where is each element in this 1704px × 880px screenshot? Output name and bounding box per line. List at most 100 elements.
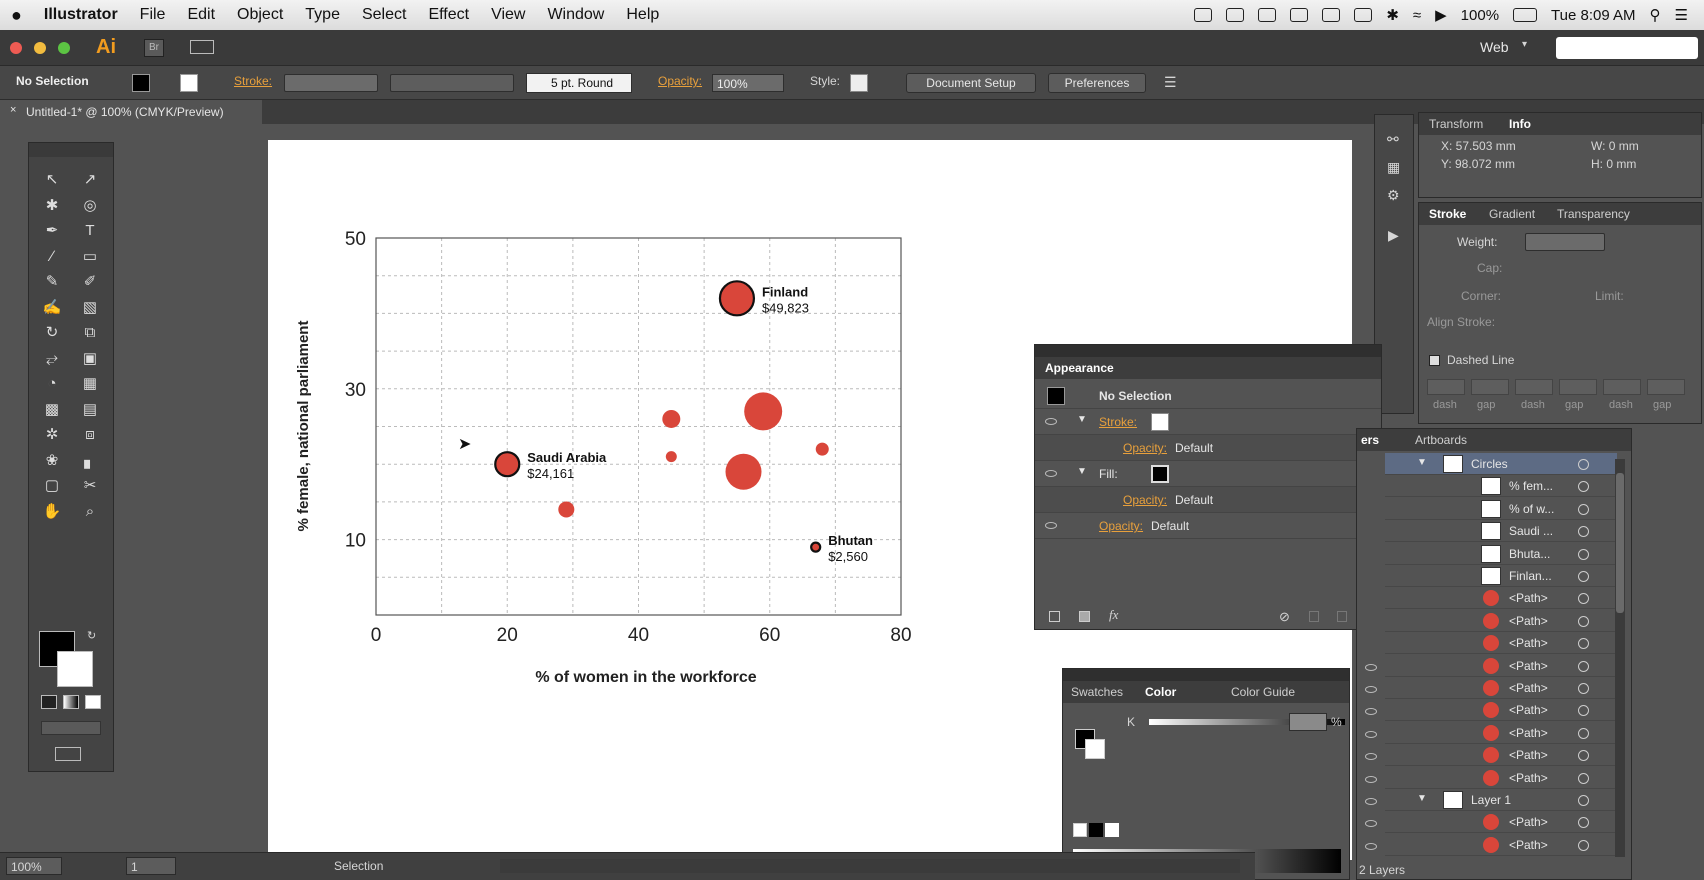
slice-tool-icon[interactable]: ✂: [83, 477, 97, 494]
sublayer-row[interactable]: <Path>: [1365, 677, 1617, 699]
eraser-tool-icon[interactable]: ▧: [82, 298, 98, 316]
add-effect-icon[interactable]: fx: [1109, 607, 1119, 622]
wifi-icon[interactable]: ≈: [1412, 6, 1422, 24]
tab-transparency[interactable]: Transparency: [1557, 207, 1630, 221]
trash-icon[interactable]: [1337, 611, 1347, 622]
sublayer-row[interactable]: <Path>: [1365, 767, 1617, 789]
perspective-grid-tool-icon[interactable]: ▦: [82, 375, 98, 392]
appearance-fill-label[interactable]: Fill:: [1099, 467, 1118, 481]
artboard-tool-icon[interactable]: ▢: [44, 477, 60, 494]
brush-dropdown[interactable]: 5 pt. Round: [526, 73, 632, 93]
none-mode-button[interactable]: [85, 695, 101, 709]
stroke-opacity-label[interactable]: Opacity:: [1123, 441, 1168, 455]
sublayer-row[interactable]: % of w...: [1385, 498, 1617, 520]
appearance-opacity-row[interactable]: Opacity: Default: [1035, 513, 1381, 539]
dropbox-icon[interactable]: [1226, 8, 1245, 22]
tab-appearance[interactable]: Appearance: [1045, 361, 1114, 375]
add-new-stroke-icon[interactable]: [1049, 611, 1060, 622]
tab-swatches[interactable]: Swatches: [1071, 685, 1124, 699]
zoom-tool-icon[interactable]: ⌕: [85, 502, 95, 520]
tab-artboards[interactable]: Artboards: [1415, 433, 1468, 447]
sublayer-row[interactable]: <Path>: [1365, 811, 1617, 834]
dash-field[interactable]: [1647, 379, 1685, 395]
sublayer-row[interactable]: <Path>: [1385, 610, 1617, 632]
eye-icon[interactable]: [1045, 418, 1057, 425]
bridge-button[interactable]: Br: [144, 39, 164, 57]
target-icon[interactable]: [1578, 817, 1589, 829]
menu-app[interactable]: Illustrator: [43, 6, 118, 23]
direct-selection-tool-icon[interactable]: ↗: [83, 171, 97, 188]
stroke-weight-field[interactable]: [284, 74, 378, 92]
workspace-switcher[interactable]: Web: [1480, 39, 1509, 55]
target-icon[interactable]: [1578, 839, 1589, 851]
zoom-window-button[interactable]: [58, 42, 70, 54]
dash-field[interactable]: [1515, 379, 1553, 395]
spotlight-icon[interactable]: ⚲: [1649, 7, 1661, 24]
menu-view[interactable]: View: [491, 6, 526, 23]
target-icon[interactable]: [1578, 727, 1589, 739]
align-icon[interactable]: ☰: [1164, 74, 1177, 90]
airplay-icon[interactable]: [1322, 8, 1341, 22]
pen-tool-icon[interactable]: ✒: [45, 222, 59, 239]
eye-icon[interactable]: [1365, 663, 1377, 671]
stroke-color-box[interactable]: [57, 651, 93, 687]
clock[interactable]: Tue 8:09 AM: [1551, 6, 1636, 24]
sublayer-row[interactable]: <Path>: [1365, 722, 1617, 744]
clear-appearance-icon[interactable]: ⊘: [1279, 609, 1290, 624]
black-swatch[interactable]: [1089, 823, 1103, 837]
target-icon[interactable]: [1578, 526, 1589, 538]
style-swatch[interactable]: [850, 74, 868, 92]
layer-row[interactable]: ▼ Circles: [1385, 453, 1617, 475]
stroke-swatch[interactable]: [180, 74, 198, 92]
swap-colors-icon[interactable]: ↻: [87, 630, 97, 642]
blob-brush-tool-icon[interactable]: ✍: [42, 298, 62, 316]
eye-icon[interactable]: [1365, 775, 1377, 783]
search-help-input[interactable]: [1556, 37, 1698, 59]
target-icon[interactable]: [1578, 772, 1589, 784]
free-transform-tool-icon[interactable]: ▣: [82, 349, 98, 367]
pencil-tool-icon[interactable]: ✐: [83, 273, 97, 290]
disclosure-icon[interactable]: ▼: [1417, 793, 1427, 804]
appearance-selection-row[interactable]: No Selection: [1035, 383, 1381, 409]
opacity-label[interactable]: Opacity:: [658, 74, 703, 88]
menu-file[interactable]: File: [139, 6, 166, 23]
sublayer-row[interactable]: <Path>: [1365, 699, 1617, 722]
tab-layers[interactable]: ers: [1361, 433, 1380, 447]
screen-mode-button[interactable]: [55, 747, 81, 761]
target-icon[interactable]: [1578, 503, 1589, 515]
layers-scrollbar[interactable]: [1615, 459, 1625, 857]
lasso-tool-icon[interactable]: ◎: [83, 196, 97, 214]
sublayer-row[interactable]: <Path>: [1365, 655, 1617, 677]
draw-mode-button[interactable]: [41, 721, 101, 735]
eye-icon[interactable]: [1365, 708, 1377, 716]
tab-gradient[interactable]: Gradient: [1489, 207, 1536, 221]
tab-stroke[interactable]: Stroke: [1429, 207, 1467, 221]
hand-tool-icon[interactable]: ✋: [42, 502, 62, 520]
target-icon[interactable]: [1578, 593, 1589, 605]
eye-icon[interactable]: [1045, 522, 1057, 529]
battery-icon[interactable]: [1513, 8, 1538, 22]
type-tool-icon[interactable]: T: [85, 222, 95, 239]
links-icon[interactable]: ⚯: [1387, 131, 1399, 147]
magic-wand-tool-icon[interactable]: ✱: [45, 196, 59, 214]
menu-type[interactable]: Type: [305, 6, 340, 23]
zoom-field[interactable]: 100%: [6, 857, 62, 875]
width-tool-icon[interactable]: ⥂: [45, 349, 58, 367]
opacity-input[interactable]: 100%: [712, 74, 784, 92]
menu-window[interactable]: Window: [547, 6, 605, 23]
document-tab[interactable]: × Untitled-1* @ 100% (CMYK/Preview): [0, 100, 262, 124]
blend-tool-icon[interactable]: ⧈: [85, 426, 95, 443]
target-icon[interactable]: [1578, 571, 1589, 582]
scale-tool-icon[interactable]: ⧉: [84, 324, 96, 341]
column-graph-tool-icon[interactable]: ▖: [84, 451, 96, 469]
apple-icon[interactable]: ●: [11, 4, 22, 25]
menu-select[interactable]: Select: [361, 6, 407, 23]
tab-color-guide[interactable]: Color Guide: [1231, 685, 1296, 699]
appearance-stroke-opacity-row[interactable]: Opacity: Default: [1035, 435, 1381, 461]
gradient-tool-icon[interactable]: ▤: [82, 400, 98, 418]
target-icon[interactable]: [1578, 705, 1589, 717]
appearance-stroke-label[interactable]: Stroke:: [1099, 415, 1138, 429]
volume-icon[interactable]: ▶: [1435, 7, 1447, 24]
color-mode-button[interactable]: [41, 695, 57, 709]
disclosure-icon[interactable]: ▼: [1077, 414, 1087, 425]
